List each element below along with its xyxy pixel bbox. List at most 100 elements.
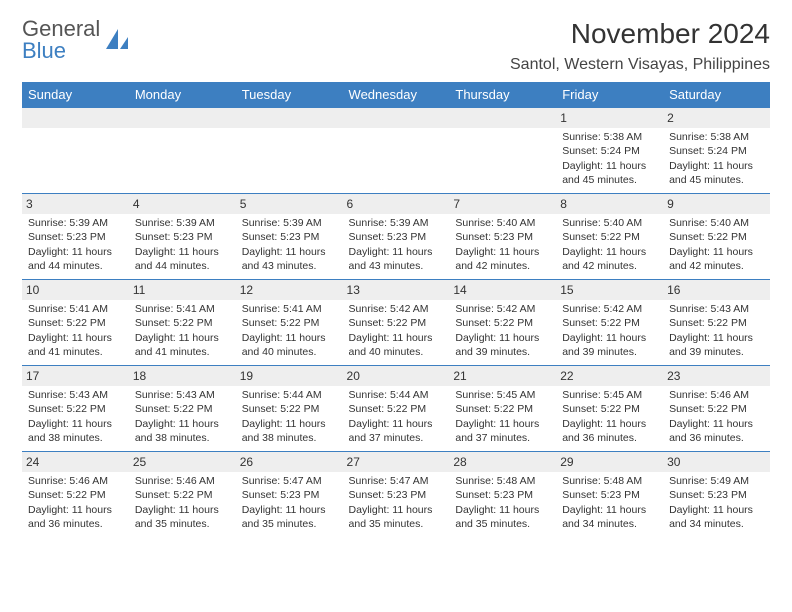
sunset-text: Sunset: 5:23 PM	[135, 230, 230, 244]
day-number: 26	[236, 452, 343, 472]
day-number: 25	[129, 452, 236, 472]
day-number: 11	[129, 280, 236, 300]
sunset-text: Sunset: 5:23 PM	[562, 488, 657, 502]
calendar-week-row: 24 Sunrise: 5:46 AMSunset: 5:22 PM Dayligh…	[22, 452, 770, 538]
sunrise-text: Sunrise: 5:40 AM	[562, 216, 657, 230]
day-number: 18	[129, 366, 236, 386]
sunset-text: Sunset: 5:23 PM	[455, 488, 550, 502]
day-number: 16	[663, 280, 770, 300]
sunset-text: Sunset: 5:23 PM	[455, 230, 550, 244]
day-cell: 19Sunrise: 5:44 AMSunset: 5:22 PMDayligh…	[236, 366, 343, 452]
daylight-text: Daylight: 11 hours and 42 minutes.	[455, 245, 550, 273]
empty-day-cell	[449, 108, 556, 194]
day-number: 20	[343, 366, 450, 386]
sunrise-text: Sunrise: 5:46 AM	[135, 474, 230, 488]
location-label: Santol, Western Visayas, Philippines	[510, 56, 770, 74]
title-block: November 2024 Santol, Western Visayas, P…	[510, 18, 770, 74]
day-cell: 21Sunrise: 5:45 AMSunset: 5:22 PMDayligh…	[449, 366, 556, 452]
sunrise-text: Sunrise: 5:46 AM	[669, 388, 764, 402]
sunrise-text: Sunrise: 5:38 AM	[562, 130, 657, 144]
sunrise-text: Sunrise: 5:39 AM	[135, 216, 230, 230]
day-number: 30	[663, 452, 770, 472]
sunrise-text: Sunrise: 5:43 AM	[28, 388, 123, 402]
day-cell: 8Sunrise: 5:40 AMSunset: 5:22 PMDaylight…	[556, 194, 663, 280]
sunrise-text: Sunrise: 5:39 AM	[349, 216, 444, 230]
sunset-text: Sunset: 5:23 PM	[242, 230, 337, 244]
sunrise-text: Sunrise: 5:49 AM	[669, 474, 764, 488]
sunrise-text: Sunrise: 5:42 AM	[455, 302, 550, 316]
daylight-text: Daylight: 11 hours and 35 minutes.	[349, 503, 444, 531]
sunset-text: Sunset: 5:23 PM	[349, 230, 444, 244]
brand-line1: General	[22, 18, 100, 40]
sunrise-text: Sunrise: 5:41 AM	[242, 302, 337, 316]
day-number: 6	[343, 194, 450, 214]
daylight-text: Daylight: 11 hours and 39 minutes.	[455, 331, 550, 359]
sunset-text: Sunset: 5:24 PM	[562, 144, 657, 158]
daylight-text: Daylight: 11 hours and 44 minutes.	[135, 245, 230, 273]
daylight-text: Daylight: 11 hours and 38 minutes.	[135, 417, 230, 445]
daylight-text: Daylight: 11 hours and 36 minutes.	[669, 417, 764, 445]
sunrise-text: Sunrise: 5:48 AM	[455, 474, 550, 488]
sunset-text: Sunset: 5:23 PM	[669, 488, 764, 502]
sunset-text: Sunset: 5:23 PM	[242, 488, 337, 502]
day-cell: 23Sunrise: 5:46 AMSunset: 5:22 PMDayligh…	[663, 366, 770, 452]
daylight-text: Daylight: 11 hours and 38 minutes.	[242, 417, 337, 445]
header: General Blue November 2024 Santol, Weste…	[22, 18, 770, 74]
daylight-text: Daylight: 11 hours and 45 minutes.	[562, 159, 657, 187]
calendar-table: SundayMondayTuesdayWednesdayThursdayFrid…	[22, 82, 770, 538]
sunset-text: Sunset: 5:22 PM	[28, 402, 123, 416]
day-cell: 22 Sunrise: 5:45 AMSunset: 5:22 PMDayligh…	[556, 366, 663, 452]
day-number: 28	[449, 452, 556, 472]
day-cell: 29 Sunrise: 5:48 AMSunset: 5:23 PMDayligh…	[556, 452, 663, 538]
daylight-text: Daylight: 11 hours and 37 minutes.	[349, 417, 444, 445]
month-title: November 2024	[510, 18, 770, 50]
daylight-text: Daylight: 11 hours and 34 minutes.	[562, 503, 657, 531]
day-cell: 6Sunrise: 5:39 AMSunset: 5:23 PMDaylight…	[343, 194, 450, 280]
sunrise-text: Sunrise: 5:45 AM	[562, 388, 657, 402]
sunset-text: Sunset: 5:22 PM	[135, 488, 230, 502]
sunset-text: Sunset: 5:22 PM	[455, 316, 550, 330]
day-number: 17	[22, 366, 129, 386]
day-cell: 27Sunrise: 5:47 AMSunset: 5:23 PMDayligh…	[343, 452, 450, 538]
sunrise-text: Sunrise: 5:38 AM	[669, 130, 764, 144]
day-number: 13	[343, 280, 450, 300]
day-number: 24	[22, 452, 129, 472]
day-number: 9	[663, 194, 770, 214]
sunset-text: Sunset: 5:24 PM	[669, 144, 764, 158]
day-cell: 17Sunrise: 5:43 AMSunset: 5:22 PMDayligh…	[22, 366, 129, 452]
day-cell: 13Sunrise: 5:42 AMSunset: 5:22 PMDayligh…	[343, 280, 450, 366]
sunrise-text: Sunrise: 5:47 AM	[242, 474, 337, 488]
day-cell: 7Sunrise: 5:40 AMSunset: 5:23 PMDaylight…	[449, 194, 556, 280]
daylight-text: Daylight: 11 hours and 36 minutes.	[562, 417, 657, 445]
daylight-text: Daylight: 11 hours and 42 minutes.	[669, 245, 764, 273]
day-cell: 20Sunrise: 5:44 AMSunset: 5:22 PMDayligh…	[343, 366, 450, 452]
day-cell: 18Sunrise: 5:43 AMSunset: 5:22 PMDayligh…	[129, 366, 236, 452]
day-number: 29	[556, 452, 663, 472]
sunrise-text: Sunrise: 5:44 AM	[242, 388, 337, 402]
day-cell: 4Sunrise: 5:39 AMSunset: 5:23 PMDaylight…	[129, 194, 236, 280]
day-number: 8	[556, 194, 663, 214]
daylight-text: Daylight: 11 hours and 35 minutes.	[242, 503, 337, 531]
empty-day-number	[129, 108, 236, 128]
day-number: 3	[22, 194, 129, 214]
weekday-header: Thursday	[449, 82, 556, 108]
weekday-header: Sunday	[22, 82, 129, 108]
day-cell: 10Sunrise: 5:41 AMSunset: 5:22 PMDayligh…	[22, 280, 129, 366]
sunset-text: Sunset: 5:22 PM	[562, 402, 657, 416]
sunrise-text: Sunrise: 5:48 AM	[562, 474, 657, 488]
sunrise-text: Sunrise: 5:44 AM	[349, 388, 444, 402]
brand-line2: Blue	[22, 40, 100, 62]
day-number: 22	[556, 366, 663, 386]
empty-day-cell	[129, 108, 236, 194]
sunset-text: Sunset: 5:23 PM	[349, 488, 444, 502]
empty-day-cell	[236, 108, 343, 194]
sunset-text: Sunset: 5:22 PM	[242, 316, 337, 330]
calendar-week-row: 1Sunrise: 5:38 AMSunset: 5:24 PMDaylight…	[22, 108, 770, 194]
day-cell: 26 Sunrise: 5:47 AMSunset: 5:23 PMDayligh…	[236, 452, 343, 538]
day-cell: 12Sunrise: 5:41 AMSunset: 5:22 PMDayligh…	[236, 280, 343, 366]
sunrise-text: Sunrise: 5:41 AM	[135, 302, 230, 316]
sunrise-text: Sunrise: 5:47 AM	[349, 474, 444, 488]
weekday-header: Wednesday	[343, 82, 450, 108]
day-cell: 24Sunrise: 5:46 AMSunset: 5:22 PMDayligh…	[22, 452, 129, 538]
sunset-text: Sunset: 5:22 PM	[135, 316, 230, 330]
